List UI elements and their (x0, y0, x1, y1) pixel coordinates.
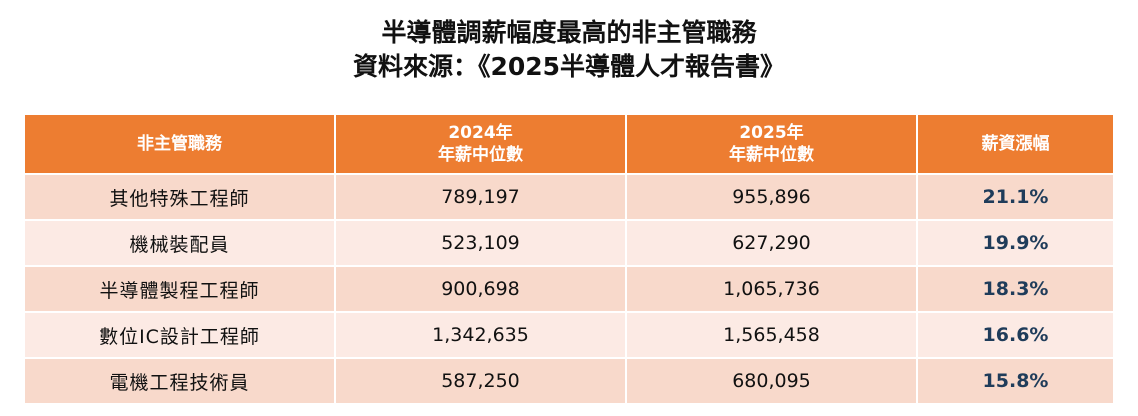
raise-rate-cell: 19.9% (918, 219, 1113, 265)
header-line: 年薪中位數 (729, 145, 814, 165)
job-title-cell: 半導體製程工程師 (25, 265, 336, 311)
job-title-cell: 數位IC設計工程師 (25, 311, 336, 357)
raise-rate-cell: 15.8% (918, 357, 1113, 403)
job-title-cell: 其他特殊工程師 (25, 173, 336, 219)
table-row: 電機工程技術員 587,250 680,095 15.8% (25, 357, 1113, 403)
chart-titles: 半導體調薪幅度最高的非主管職務 資料來源：《2025半導體人才報告書》 (0, 16, 1138, 84)
salary-2024-cell: 1,342,635 (336, 311, 627, 357)
job-title-cell: 機械裝配員 (25, 219, 336, 265)
table-row: 其他特殊工程師 789,197 955,896 21.1% (25, 173, 1113, 219)
chart-title: 半導體調薪幅度最高的非主管職務 (381, 18, 757, 47)
salary-table: 非主管職務 2024年 年薪中位數 2025年 年薪中位數 薪資漲幅 其他特殊工… (25, 115, 1113, 403)
salary-2025-cell: 955,896 (627, 173, 918, 219)
chart-subtitle: 資料來源：《2025半導體人才報告書》 (352, 52, 786, 81)
table-row: 機械裝配員 523,109 627,290 19.9% (25, 219, 1113, 265)
salary-2025-cell: 1,065,736 (627, 265, 918, 311)
job-title-cell: 電機工程技術員 (25, 357, 336, 403)
header-line: 非主管職務 (137, 134, 222, 154)
header-job-title: 非主管職務 (25, 115, 336, 173)
raise-rate-cell: 18.3% (918, 265, 1113, 311)
salary-2024-cell: 900,698 (336, 265, 627, 311)
header-line: 薪資漲幅 (981, 134, 1050, 154)
table-row: 數位IC設計工程師 1,342,635 1,565,458 16.6% (25, 311, 1113, 357)
salary-2025-cell: 1,565,458 (627, 311, 918, 357)
salary-2025-cell: 627,290 (627, 219, 918, 265)
salary-2024-cell: 789,197 (336, 173, 627, 219)
header-line: 年薪中位數 (438, 145, 523, 165)
header-raise-rate: 薪資漲幅 (918, 115, 1113, 173)
table-row: 半導體製程工程師 900,698 1,065,736 18.3% (25, 265, 1113, 311)
salary-2024-cell: 523,109 (336, 219, 627, 265)
header-line: 2025年 (739, 123, 804, 143)
raise-rate-cell: 21.1% (918, 173, 1113, 219)
header-line: 2024年 (448, 123, 513, 143)
table-header-row: 非主管職務 2024年 年薪中位數 2025年 年薪中位數 薪資漲幅 (25, 115, 1113, 173)
header-2025-median: 2025年 年薪中位數 (627, 115, 918, 173)
salary-2025-cell: 680,095 (627, 357, 918, 403)
raise-rate-cell: 16.6% (918, 311, 1113, 357)
header-2024-median: 2024年 年薪中位數 (336, 115, 627, 173)
salary-2024-cell: 587,250 (336, 357, 627, 403)
